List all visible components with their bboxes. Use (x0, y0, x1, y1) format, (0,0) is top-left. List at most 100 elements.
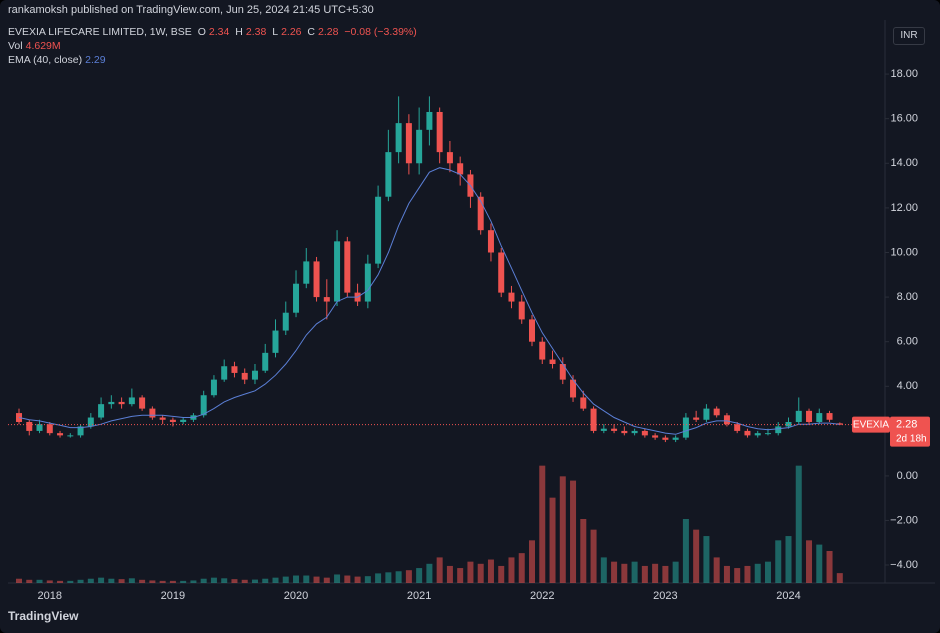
volume-bar (293, 575, 300, 583)
ema-value: 2.29 (85, 54, 106, 66)
volume-bar (436, 557, 443, 583)
volume-bar (641, 565, 648, 583)
volume-bar (570, 480, 577, 583)
candle-body (67, 435, 74, 437)
y-tick-label: 6.00 (897, 336, 918, 348)
candle-body (549, 359, 556, 365)
y-tick-label: 10.00 (890, 246, 918, 258)
volume-bar (149, 580, 156, 583)
volume-bar (251, 579, 258, 583)
volume-bar (57, 580, 64, 583)
c-label: C (307, 26, 316, 38)
candle-body (754, 433, 761, 436)
volume-bar (518, 553, 525, 583)
volume-bar (241, 579, 248, 583)
candle-body (416, 129, 423, 164)
candle-body (118, 401, 125, 405)
candle-body (405, 123, 412, 164)
candle-body (77, 426, 84, 436)
volume-bar (98, 577, 105, 583)
candle-body (662, 437, 669, 440)
volume-bar (323, 577, 330, 583)
x-tick-label: 2023 (653, 590, 677, 602)
candle-body (518, 301, 525, 320)
volume-bar (600, 557, 607, 583)
symbol: EVEXIA LIFECARE LIMITED, 1W, BSE (8, 26, 192, 38)
candle-body (672, 437, 679, 440)
candle-body (221, 366, 228, 380)
x-tick-label: 2020 (284, 590, 308, 602)
volume-bar (836, 573, 843, 583)
volume-bar (67, 580, 74, 583)
candle-body (272, 330, 279, 353)
volume-bar (754, 563, 761, 583)
h-label: H (235, 26, 243, 38)
volume-bar (180, 580, 187, 583)
candle-body (498, 252, 505, 293)
header: rankamoksh published on TradingView.com,… (8, 4, 374, 16)
volume-bar (77, 579, 84, 583)
x-tick-label: 2018 (38, 590, 62, 602)
volume-bar (457, 568, 464, 583)
o-value: 2.34 (208, 26, 230, 38)
volume-bar (159, 580, 166, 583)
volume-bar (128, 578, 135, 583)
candle-body (169, 419, 176, 422)
legend-volume: Vol 4.629M (8, 40, 64, 52)
volume-bar (744, 565, 751, 583)
candle-body (775, 426, 782, 434)
candle-body (426, 111, 433, 130)
ema-label: EMA (40, close) (8, 54, 83, 66)
volume-bar (385, 572, 392, 583)
volume-bar (169, 580, 176, 583)
y-tick-label: 4.00 (897, 380, 918, 392)
candle-body (631, 430, 638, 434)
volume-bar (652, 563, 659, 583)
candle-body (180, 419, 187, 422)
price-label: 2.28 (896, 419, 917, 431)
volume-bar (395, 571, 402, 583)
volume-bar (272, 577, 279, 583)
volume-bar (487, 559, 494, 583)
candle-body (364, 263, 371, 302)
volume-bar (477, 563, 484, 583)
volume-bar (190, 580, 197, 583)
volume-bar (467, 561, 474, 583)
volume-bar (303, 575, 310, 583)
candle-body (282, 312, 289, 331)
candle-body (385, 152, 392, 197)
volume-bar (693, 529, 700, 583)
y2-tick-label: −4.00 (890, 559, 918, 571)
volume-bar (806, 540, 813, 583)
volume-bar (631, 561, 638, 583)
volume-bar (539, 465, 546, 583)
candle-body (436, 111, 443, 153)
y-tick-label: 18.00 (890, 68, 918, 80)
volume-bar (354, 576, 361, 583)
volume-bar (262, 578, 269, 583)
volume-bar (529, 540, 535, 583)
c-value: 2.28 (318, 26, 339, 38)
ema-line (18, 167, 840, 435)
candle-body (590, 408, 597, 431)
volume-bar (621, 563, 628, 583)
volume-bar (139, 579, 146, 583)
volume-bar (26, 579, 33, 583)
volume-bar (344, 575, 351, 583)
volume-bar (46, 580, 53, 583)
volume-bar (785, 536, 792, 583)
candle-body (200, 395, 207, 416)
candle-body (108, 401, 115, 405)
currency-button[interactable]: INR (893, 27, 925, 45)
volume-bar (775, 540, 782, 583)
volume-bar (210, 577, 217, 583)
candle-body (241, 372, 248, 380)
candle-body (611, 428, 618, 431)
volume-bar (580, 519, 587, 583)
l-label: L (272, 26, 279, 38)
volume-bar (334, 574, 341, 583)
candle-body (703, 408, 710, 420)
candle-body (344, 241, 351, 293)
volume-bar (498, 565, 505, 583)
candle-body (57, 433, 64, 436)
